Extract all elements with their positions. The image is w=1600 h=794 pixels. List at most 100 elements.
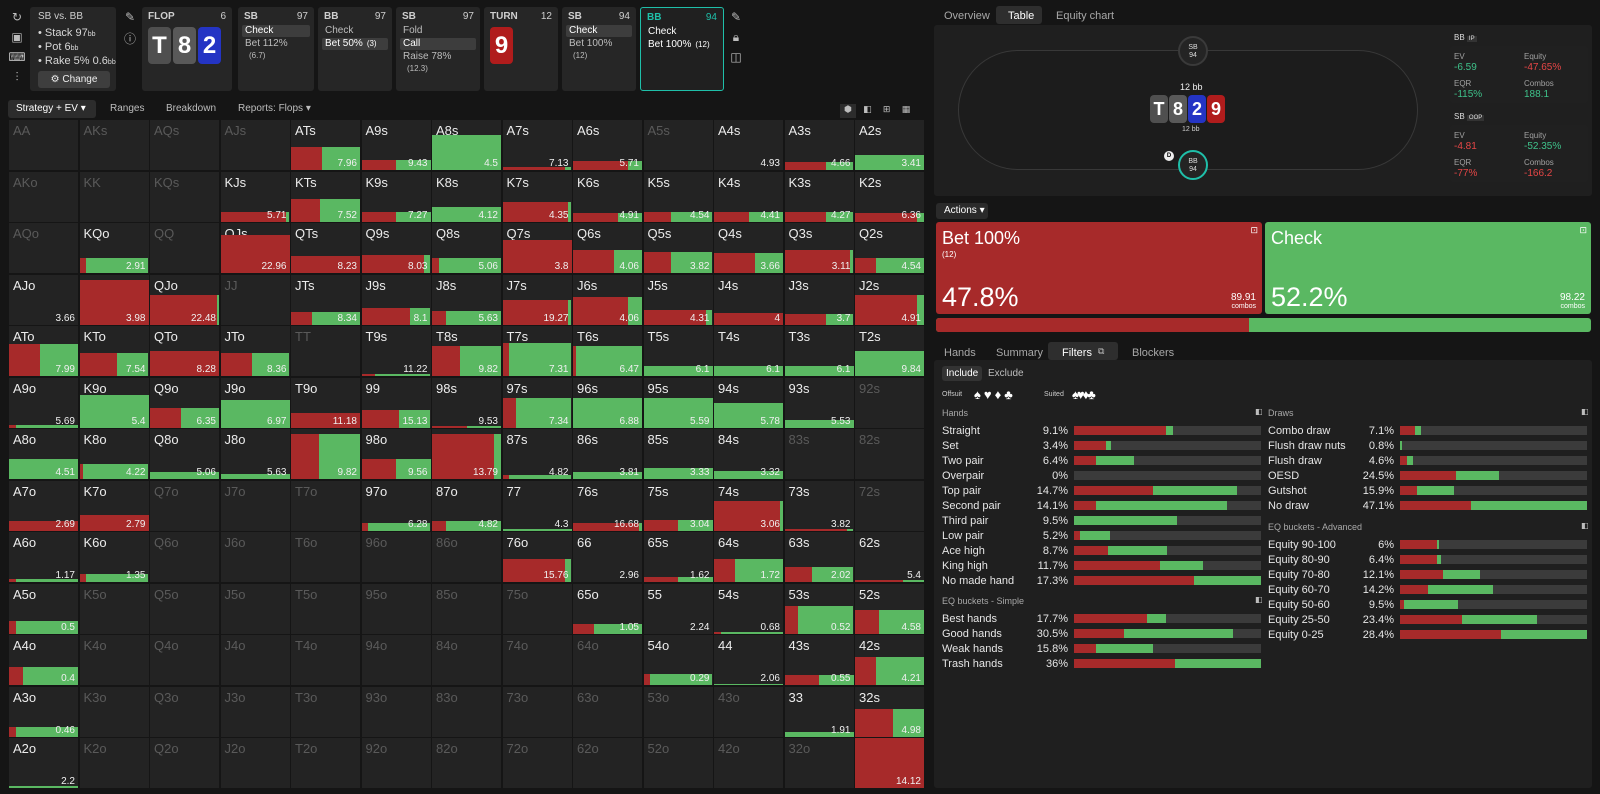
expand-icon[interactable]: ⊡ — [1250, 225, 1258, 235]
collapse-icon[interactable]: ◧ — [1581, 521, 1589, 530]
hand-cell[interactable]: Q9s 8.03 — [361, 223, 431, 273]
hand-cell[interactable]: A4o 0.4 — [9, 635, 78, 685]
hand-cell[interactable]: K6s 4.91 — [573, 171, 642, 222]
contrast-icon[interactable]: ◧ — [863, 104, 872, 114]
stat-row[interactable]: Overpair 0% — [942, 468, 1262, 483]
tab-summary[interactable]: Summary — [996, 347, 1044, 359]
hand-cell[interactable]: J7o — [220, 480, 290, 531]
hand-cell[interactable]: 54o 0.29 — [643, 635, 713, 685]
stat-row[interactable]: Weak hands 15.8% — [942, 641, 1262, 656]
spade-icon[interactable]: ♠ — [974, 387, 984, 402]
hand-cell[interactable]: Q7o — [150, 480, 219, 531]
hand-cell[interactable]: 73o — [502, 686, 572, 737]
stat-row[interactable]: Set 3.4% — [942, 438, 1262, 453]
hand-cell[interactable]: 83o — [432, 686, 501, 737]
hand-cell[interactable]: AKo — [9, 171, 78, 222]
grid-small-icon[interactable]: ⊞ — [882, 104, 891, 114]
hand-cell[interactable]: T4o — [291, 635, 360, 685]
hand-cell[interactable]: Q3s 3.11 — [784, 223, 854, 273]
exclude-toggle[interactable]: Exclude — [988, 368, 1024, 379]
collapse-icon[interactable]: ◧ — [1581, 407, 1589, 416]
hand-cell[interactable]: KJo3.98 — [79, 274, 149, 325]
street-card[interactable]: SB 97 Check Bet 112% (6.7) — [238, 7, 314, 91]
tab-filters[interactable]: Filters — [1062, 347, 1092, 359]
hand-cell[interactable]: K3s 4.27 — [784, 171, 854, 222]
street-action[interactable]: Fold — [400, 25, 476, 37]
hand-cell[interactable]: T5s 6.1 — [643, 326, 713, 376]
hand-cell[interactable]: 84s 3.32 — [714, 429, 783, 479]
street-action[interactable]: Raise 78% (12.3) — [400, 51, 476, 73]
hand-cell[interactable]: 74o — [502, 635, 572, 685]
stat-row[interactable]: Good hands 30.5% — [942, 626, 1262, 641]
hand-cell[interactable]: 99 15.13 — [361, 377, 431, 428]
cube-icon[interactable]: ⬢ — [840, 104, 856, 118]
hand-cell[interactable]: AA — [9, 120, 78, 170]
stat-row[interactable]: Equity 0-25 28.4% — [1268, 627, 1588, 642]
hand-cell[interactable]: TT — [291, 326, 360, 376]
hand-cell[interactable]: 43s 0.55 — [784, 635, 854, 685]
hand-cell[interactable]: 62s 5.4 — [855, 532, 924, 582]
strategy-dropdown[interactable]: Strategy + EV ▾ — [8, 100, 96, 118]
grid-large-icon[interactable]: ▦ — [901, 104, 911, 114]
hand-cell[interactable]: QJs 22.96 — [220, 223, 290, 273]
hand-cell[interactable]: J9s 8.1 — [361, 274, 431, 325]
tab-equity-chart[interactable]: Equity chart — [1056, 10, 1115, 22]
hand-cell[interactable]: T8s 9.82 — [432, 326, 501, 376]
hand-cell[interactable]: A8s 4.5 — [432, 120, 501, 170]
hand-cell[interactable]: 97s 7.34 — [502, 377, 572, 428]
hand-cell[interactable]: 8813.79 — [432, 429, 501, 479]
hand-cell[interactable]: 44 2.06 — [714, 635, 783, 685]
hand-cell[interactable]: Q6s 4.06 — [573, 223, 642, 273]
hand-cell[interactable]: 2214.12 — [855, 738, 924, 788]
hand-cell[interactable]: 54s 0.68 — [714, 583, 783, 634]
hand-cell[interactable]: 94o — [361, 635, 431, 685]
street-action[interactable]: Check — [645, 26, 719, 38]
tab-hands[interactable]: Hands — [944, 347, 976, 359]
hand-cell[interactable]: K4o — [79, 635, 149, 685]
hand-cell[interactable]: 98o 9.56 — [361, 429, 431, 479]
hand-cell[interactable]: K2s 6.36 — [855, 171, 924, 222]
collapse-icon[interactable]: ◧ — [1255, 595, 1263, 604]
hand-cell[interactable]: 53s 0.52 — [784, 583, 854, 634]
hand-cell[interactable]: 87s 4.82 — [502, 429, 572, 479]
hand-cell[interactable]: ATs 7.96 — [291, 120, 360, 170]
stat-row[interactable]: Two pair 6.4% — [942, 453, 1262, 468]
diamond-icon[interactable]: ♦ — [994, 387, 1005, 402]
hand-cell[interactable]: 65s 1.62 — [643, 532, 713, 582]
hand-cell[interactable]: T5o — [291, 583, 360, 634]
hand-cell[interactable]: 73s 3.82 — [784, 480, 854, 531]
tab-ranges[interactable]: Ranges — [110, 103, 145, 114]
hand-cell[interactable]: K7o 2.79 — [79, 480, 149, 531]
hand-cell[interactable]: 62o — [573, 738, 642, 788]
stat-row[interactable]: Flush draw 4.6% — [1268, 453, 1588, 468]
hand-cell[interactable]: T7o — [291, 480, 360, 531]
info-icon[interactable]: ⓘ — [123, 32, 136, 46]
hand-cell[interactable]: A4s 4.93 — [714, 120, 783, 170]
spade-icon[interactable]: ♠ — [1072, 387, 1079, 402]
hand-cell[interactable]: 32s 4.98 — [855, 686, 924, 737]
club-icon[interactable]: ♣ — [1004, 387, 1016, 402]
hand-cell[interactable]: A6o 1.17 — [9, 532, 78, 582]
hand-cell[interactable]: 95s 5.59 — [643, 377, 713, 428]
hand-cell[interactable]: QTs 8.23 — [291, 223, 360, 273]
hand-cell[interactable]: K8s 4.12 — [432, 171, 501, 222]
hand-cell[interactable]: J6s 4.06 — [573, 274, 642, 325]
stat-row[interactable]: Best hands 17.7% — [942, 611, 1262, 626]
reset-icon[interactable]: ↻ — [11, 10, 23, 24]
stat-row[interactable]: King high 11.7% — [942, 558, 1262, 573]
hand-cell[interactable]: K2o — [79, 738, 149, 788]
hand-cell[interactable]: AJo 3.66 — [9, 274, 78, 325]
hand-cell[interactable]: Q4o — [150, 635, 219, 685]
street-action[interactable]: Bet 100% (12) — [566, 38, 632, 60]
hand-cell[interactable]: J2o — [220, 738, 290, 788]
hand-cell[interactable]: A3o 0.46 — [9, 686, 78, 737]
hand-cell[interactable]: QTo 8.28 — [150, 326, 219, 376]
hand-cell[interactable]: T4s 6.1 — [714, 326, 783, 376]
hand-cell[interactable]: 98s 9.53 — [432, 377, 501, 428]
street-card[interactable]: BB 94 Check Bet 100% (12) — [640, 7, 724, 91]
hand-cell[interactable]: AKs — [79, 120, 149, 170]
street-action[interactable]: Bet 112% (6.7) — [242, 38, 310, 60]
hand-cell[interactable]: T3o — [291, 686, 360, 737]
hand-cell[interactable]: 64o — [573, 635, 642, 685]
book-icon[interactable]: ◫ — [730, 50, 742, 64]
